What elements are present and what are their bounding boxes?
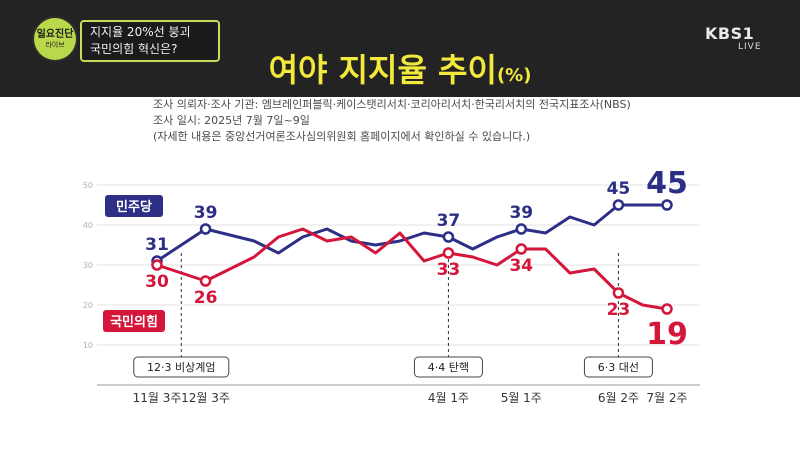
program-badge: 일요진단 라이브 [34,18,76,60]
data-point [515,243,528,255]
topic-box: 지지율 20%선 붕괴 국민의힘 혁신은? [80,20,220,62]
x-tick-label: 7월 2주 [646,391,687,405]
event-box [583,356,653,378]
data-label: 37 [437,211,461,231]
data-point [515,223,528,235]
data-label: 45 [646,166,688,201]
data-point [199,275,212,287]
legend-label: 국민의힘 [110,314,158,330]
legend-label: 민주당 [116,199,152,215]
data-label: 31 [145,235,169,255]
data-point [612,287,625,299]
data-label: 34 [509,256,533,276]
topic-line-2: 국민의힘 혁신은? [90,42,178,56]
y-tick-label: 20 [83,301,93,310]
kbs-logo: KBS1 [705,24,755,43]
event-label: 12·3 비상계엄 [147,361,215,374]
data-label: 26 [194,288,218,308]
live-label: LIVE [738,42,762,52]
x-tick-label: 4월 1주 [428,391,469,405]
data-point [442,231,455,243]
x-tick-label: 12월 3주 [181,391,230,405]
data-label: 30 [145,272,169,292]
data-point [612,199,625,211]
badge-subtitle: 라이브 [45,40,65,49]
title-unit: (%) [496,65,532,86]
survey-info-line-2: 조사 일시: 2025년 7월 7일~9일 [153,114,310,127]
data-point [199,223,212,235]
chart-title: 여야 지지율 추이(%) [0,48,800,97]
badge-title: 일요진단 [36,28,74,40]
data-label: 39 [509,203,533,223]
data-label: 23 [607,300,631,320]
title-main: 여야 지지율 추이 [268,51,497,89]
y-tick-label: 50 [83,181,93,190]
data-label: 19 [646,317,688,352]
democratic-legend [105,195,163,217]
event-label: 4·4 탄핵 [428,361,469,374]
y-tick-label: 30 [83,261,93,270]
ppp-line [156,227,668,311]
event-box [413,356,483,378]
data-point [661,303,673,315]
event-label: 6·3 대선 [598,361,639,374]
data-label: 39 [194,203,218,223]
survey-info-line-1: 조사 의뢰자·조사 기관: 엠브레인퍼블릭·케이스탯리서치·코리아리서치·한국리… [153,98,631,111]
y-tick-label: 10 [83,341,93,350]
y-tick-label: 40 [83,221,93,230]
topic-line-1: 지지율 20%선 붕괴 [90,25,191,39]
survey-info: 조사 의뢰자·조사 기관: 엠브레인퍼블릭·케이스탯리서치·코리아리서치·한국리… [153,97,631,145]
ppp-legend [103,310,165,332]
x-tick-label: 11월 3주 [133,391,182,405]
data-point [661,199,673,211]
x-tick-label: 5월 1주 [501,391,542,405]
x-tick-label: 6월 2주 [598,391,639,405]
data-label: 45 [607,179,631,199]
support-trend-chart: 10 20 30 40 50 11월 3주 12월 3주 4월 1주 5월 1주 6월 2주 7월 … [83,166,700,405]
data-point [151,259,163,271]
democratic-line [156,203,667,263]
data-point [442,247,455,259]
broadcast-header: 일요진단 라이브 지지율 20%선 붕괴 국민의힘 혁신은? KBS1 LIVE… [0,0,800,97]
event-box [133,356,230,378]
survey-info-line-3: (자세한 내용은 중앙선거여론조사심의위원회 홈페이지에서 확인하실 수 있습니… [153,130,531,143]
data-label: 33 [437,260,461,280]
